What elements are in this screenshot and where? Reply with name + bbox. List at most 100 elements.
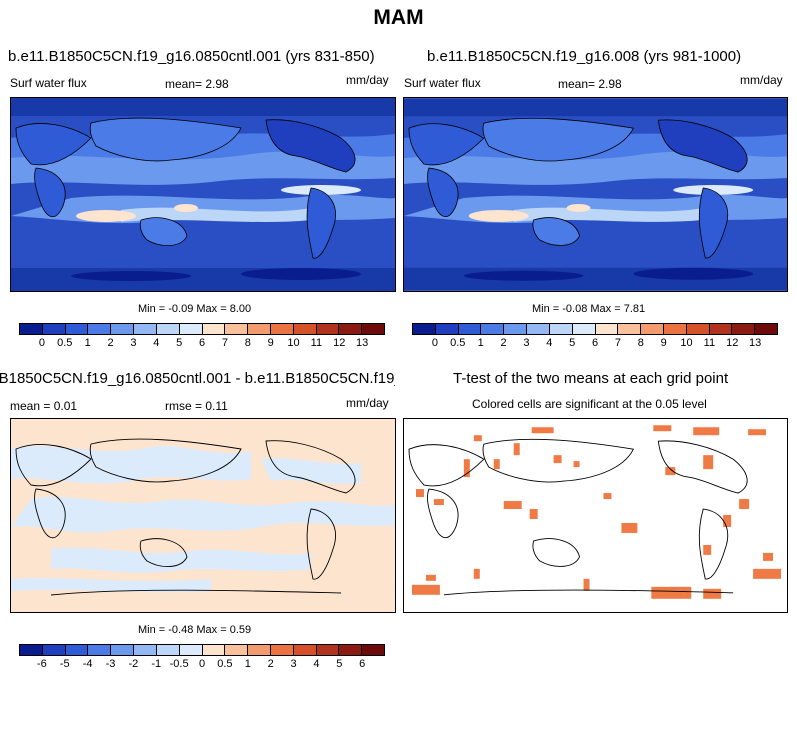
colorbar-tick-label: 0.5 — [57, 337, 73, 349]
colorbar-swatch — [686, 324, 710, 334]
colorbar-diff — [19, 644, 385, 656]
colorbar-tick-label: 5 — [176, 337, 183, 349]
colorbar-swatch — [435, 324, 459, 334]
colorbar-swatch — [111, 645, 135, 655]
colorbar-tick-label: 6 — [591, 337, 599, 349]
panel3-map — [10, 418, 396, 613]
colorbar-swatch — [88, 324, 112, 334]
panel2-map — [403, 97, 788, 292]
colorbar-swatch — [641, 324, 664, 334]
colorbar-tick-label: 0 — [198, 658, 206, 670]
colorbar-tick-label: 0.5 — [217, 658, 233, 670]
colorbar-swatch — [458, 324, 482, 334]
colorbar-tick-label: 2 — [107, 337, 114, 349]
panel2-title: b.e11.B1850C5CN.f19_g16.008 (yrs 981-100… — [427, 48, 742, 65]
colorbar-swatch — [362, 324, 384, 334]
panel1-units: mm/day — [346, 73, 389, 87]
colorbar-tick-label: 12 — [333, 337, 346, 349]
colorbar-tick-label: 11 — [703, 337, 716, 349]
colorbar-swatch — [270, 645, 294, 655]
colorbar-swatch — [270, 324, 294, 334]
colorbar-swatch — [732, 324, 756, 334]
colorbar-tick-label: 2 — [267, 658, 274, 670]
colorbar-swatch — [572, 324, 596, 334]
colorbar-tick-label: 5 — [569, 337, 576, 349]
colorbar-swatch — [134, 645, 157, 655]
panel3-title-clip: b.e11.B1850C5CN.f19_g16.0850cntl.001 - b… — [0, 368, 395, 388]
colorbar-swatch — [481, 324, 505, 334]
colorbar-tick-label: 11 — [310, 337, 323, 349]
panel3-rmse: rmse = 0.11 — [165, 399, 228, 413]
panel2-field-label: Surf water flux — [404, 76, 481, 90]
colorbar-tick-label: 7 — [221, 337, 228, 349]
colorbar-swatch — [156, 645, 180, 655]
colorbar-tick-label: 0.5 — [450, 337, 466, 349]
colorbar-tick-label: 4 — [313, 658, 320, 670]
colorbar-swatch — [293, 645, 317, 655]
colorbar-swatch — [413, 324, 436, 334]
colorbar-top-right — [412, 323, 778, 335]
colorbar-swatch — [293, 324, 317, 334]
colorbar-swatch — [20, 324, 43, 334]
panel1-minmax: Min = -0.09 Max = 8.00 — [138, 303, 252, 315]
panel3-title: b.e11.B1850C5CN.f19_g16.0850cntl.001 - b… — [0, 370, 395, 387]
colorbar-swatch — [179, 324, 203, 334]
colorbar-swatch — [755, 324, 777, 334]
panel1-map — [10, 97, 396, 292]
colorbar-top-left — [19, 323, 385, 335]
colorbar-tick-label: 6 — [198, 337, 206, 349]
colorbar-tick-label: 10 — [680, 337, 693, 349]
colorbar-swatch — [595, 324, 619, 334]
colorbar-tick-label: 7 — [614, 337, 621, 349]
panel4-map — [403, 418, 788, 613]
panel4-title: T-test of the two means at each grid poi… — [453, 370, 729, 387]
colorbar-tick-label: 1 — [84, 337, 91, 349]
panel2-mean: mean= 2.98 — [558, 77, 622, 91]
colorbar-tick-label: 9 — [660, 337, 667, 349]
colorbar-swatch — [618, 324, 642, 334]
colorbar-top-right-ticks: 0 0.5 1 2 3 4 5 6 7 8 9 10 11 12 13 — [412, 337, 778, 351]
colorbar-tick-label: 4 — [153, 337, 160, 349]
figure-title: MAM — [373, 6, 424, 29]
colorbar-swatch — [202, 324, 226, 334]
colorbar-swatch — [42, 324, 66, 334]
colorbar-tick-label: 0 — [431, 337, 438, 349]
colorbar-tick-label: 8 — [637, 337, 644, 349]
colorbar-swatch — [709, 324, 733, 334]
colorbar-swatch — [362, 645, 384, 655]
colorbar-tick-label: -2 — [128, 658, 139, 670]
colorbar-tick-label: 13 — [356, 337, 369, 349]
colorbar-swatch — [111, 324, 135, 334]
panel1-mean: mean= 2.98 — [165, 77, 229, 91]
colorbar-swatch — [42, 645, 66, 655]
colorbar-diff-ticks: -6 -5 -4 -3 -2 -1 -0.5 0 0.5 1 2 3 4 5 6 — [19, 658, 385, 672]
colorbar-tick-label: 10 — [287, 337, 300, 349]
panel3-minmax: Min = -0.48 Max = 0.59 — [138, 624, 252, 636]
colorbar-tick-label: 8 — [244, 337, 251, 349]
colorbar-swatch — [134, 324, 157, 334]
colorbar-swatch — [156, 324, 180, 334]
colorbar-tick-label: 0 — [38, 337, 45, 349]
colorbar-tick-label: 1 — [477, 337, 484, 349]
colorbar-tick-label: -3 — [105, 658, 116, 670]
colorbar-swatch — [225, 645, 249, 655]
colorbar-swatch — [88, 645, 112, 655]
colorbar-tick-label: 3 — [523, 337, 530, 349]
colorbar-tick-label: 1 — [244, 658, 251, 670]
panel3-units: mm/day — [346, 396, 389, 410]
colorbar-top-left-ticks: 0 0.5 1 2 3 4 5 6 7 8 9 10 11 12 13 — [19, 337, 385, 351]
panel1-title: b.e11.B1850C5CN.f19_g16.0850cntl.001 (yr… — [8, 48, 375, 65]
colorbar-swatch — [225, 324, 249, 334]
colorbar-swatch — [316, 645, 340, 655]
colorbar-tick-label: -1 — [151, 658, 162, 670]
colorbar-swatch — [527, 324, 550, 334]
colorbar-tick-label: 2 — [500, 337, 507, 349]
panel3-mean: mean = 0.01 — [10, 399, 78, 413]
colorbar-tick-label: -6 — [36, 658, 47, 670]
colorbar-swatch — [179, 645, 203, 655]
panel2-minmax: Min = -0.08 Max = 7.81 — [532, 303, 646, 315]
colorbar-swatch — [339, 324, 363, 334]
colorbar-swatch — [339, 645, 363, 655]
colorbar-swatch — [202, 645, 226, 655]
colorbar-tick-label: 4 — [546, 337, 553, 349]
